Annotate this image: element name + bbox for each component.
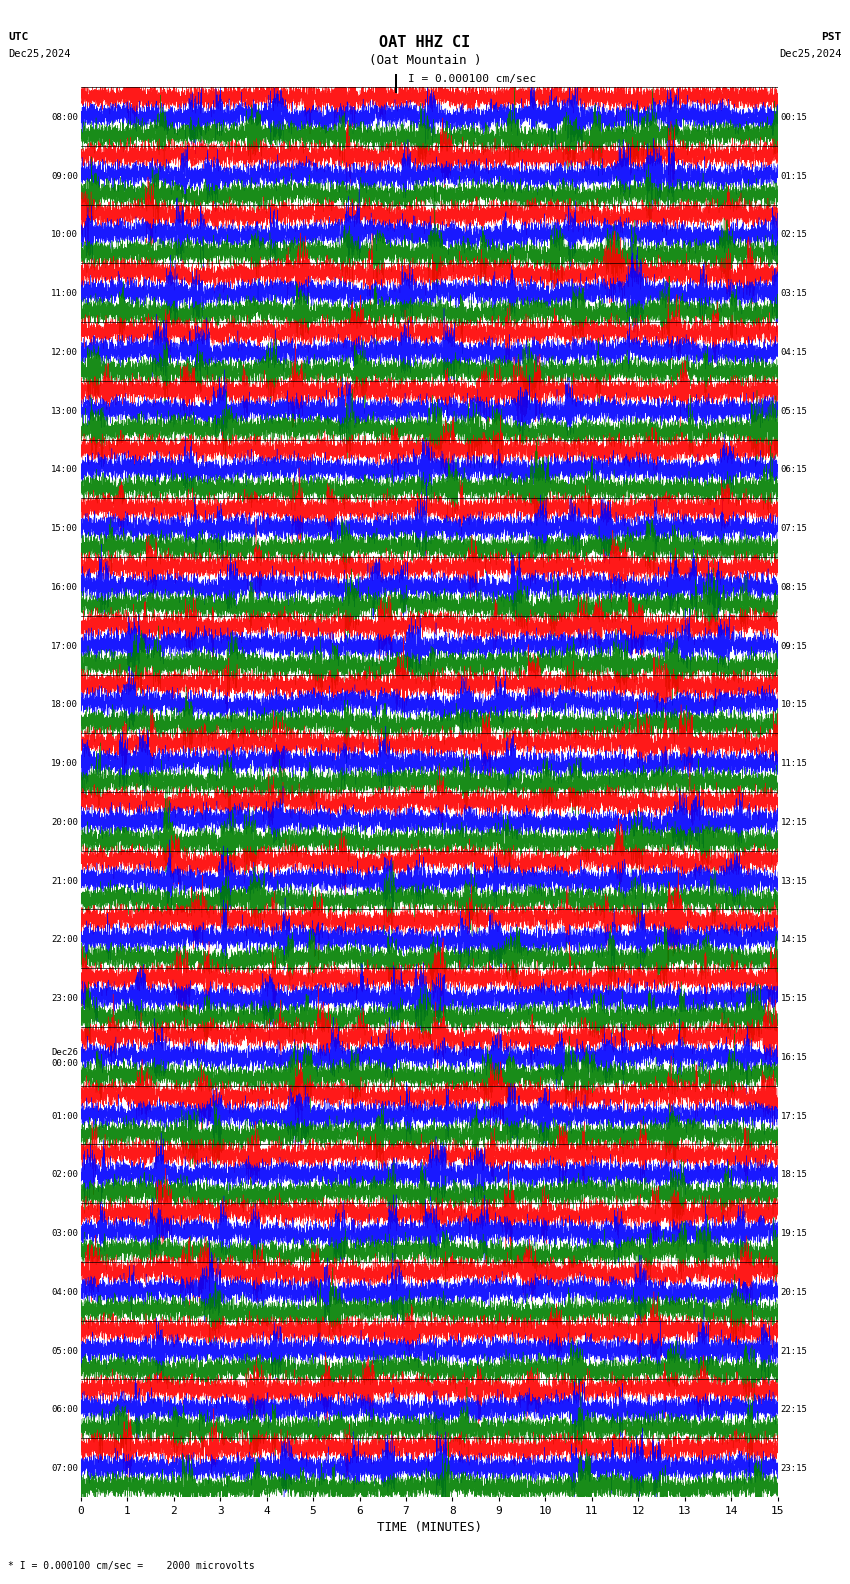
Text: (Oat Mountain ): (Oat Mountain ): [369, 54, 481, 67]
Text: PST: PST: [821, 32, 842, 41]
X-axis label: TIME (MINUTES): TIME (MINUTES): [377, 1522, 482, 1535]
Text: Dec25,2024: Dec25,2024: [8, 49, 71, 59]
Text: OAT HHZ CI: OAT HHZ CI: [379, 35, 471, 49]
Text: UTC: UTC: [8, 32, 29, 41]
Text: * I = 0.000100 cm/sec =    2000 microvolts: * I = 0.000100 cm/sec = 2000 microvolts: [8, 1562, 255, 1571]
Text: Dec25,2024: Dec25,2024: [779, 49, 842, 59]
Text: I = 0.000100 cm/sec: I = 0.000100 cm/sec: [408, 74, 536, 84]
